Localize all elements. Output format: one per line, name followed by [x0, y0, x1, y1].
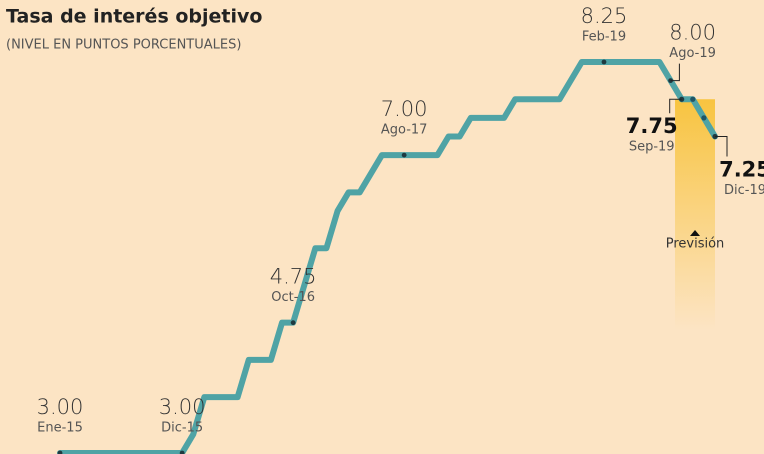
value-label: 8.25 [581, 4, 628, 28]
date-label: Dic-19 [724, 183, 764, 198]
value-label: 7.25 [719, 157, 764, 181]
forecast-dot [690, 96, 696, 102]
chart-subtitle: (NIVEL EN PUNTOS PORCENTUALES) [6, 38, 241, 53]
point-dot [601, 59, 607, 65]
leader-line [715, 135, 728, 157]
forecast-band [675, 99, 715, 330]
line [57, 59, 685, 454]
point-dot [668, 78, 673, 84]
value-label: 3.00 [37, 395, 84, 419]
date-label: Ago-17 [381, 123, 428, 138]
value-label: 8.00 [669, 21, 716, 45]
value-label: 7.00 [381, 97, 428, 121]
point-dot [179, 450, 185, 454]
leader-line [669, 98, 682, 114]
forecast-arrow [690, 230, 701, 236]
date-label: Feb-19 [582, 30, 626, 45]
forecast-dot [701, 115, 707, 121]
value-label: 7.75 [626, 114, 678, 138]
point-dot [290, 320, 296, 326]
point-dot [401, 152, 407, 158]
date-label: Ago-19 [669, 46, 716, 61]
value-label: 3.00 [159, 395, 206, 419]
date-label: Sep-19 [629, 140, 675, 155]
chart-title: Tasa de interés objetivo [6, 6, 262, 28]
date-label: Ene-15 [37, 421, 83, 436]
date-label: Oct-16 [271, 290, 315, 305]
date-label: Dic-15 [161, 421, 203, 436]
value-label: 4.75 [270, 265, 317, 289]
forecast-label: Previsión [666, 237, 725, 252]
line [678, 96, 718, 140]
point-dot [57, 450, 63, 454]
leader-line [670, 63, 680, 82]
